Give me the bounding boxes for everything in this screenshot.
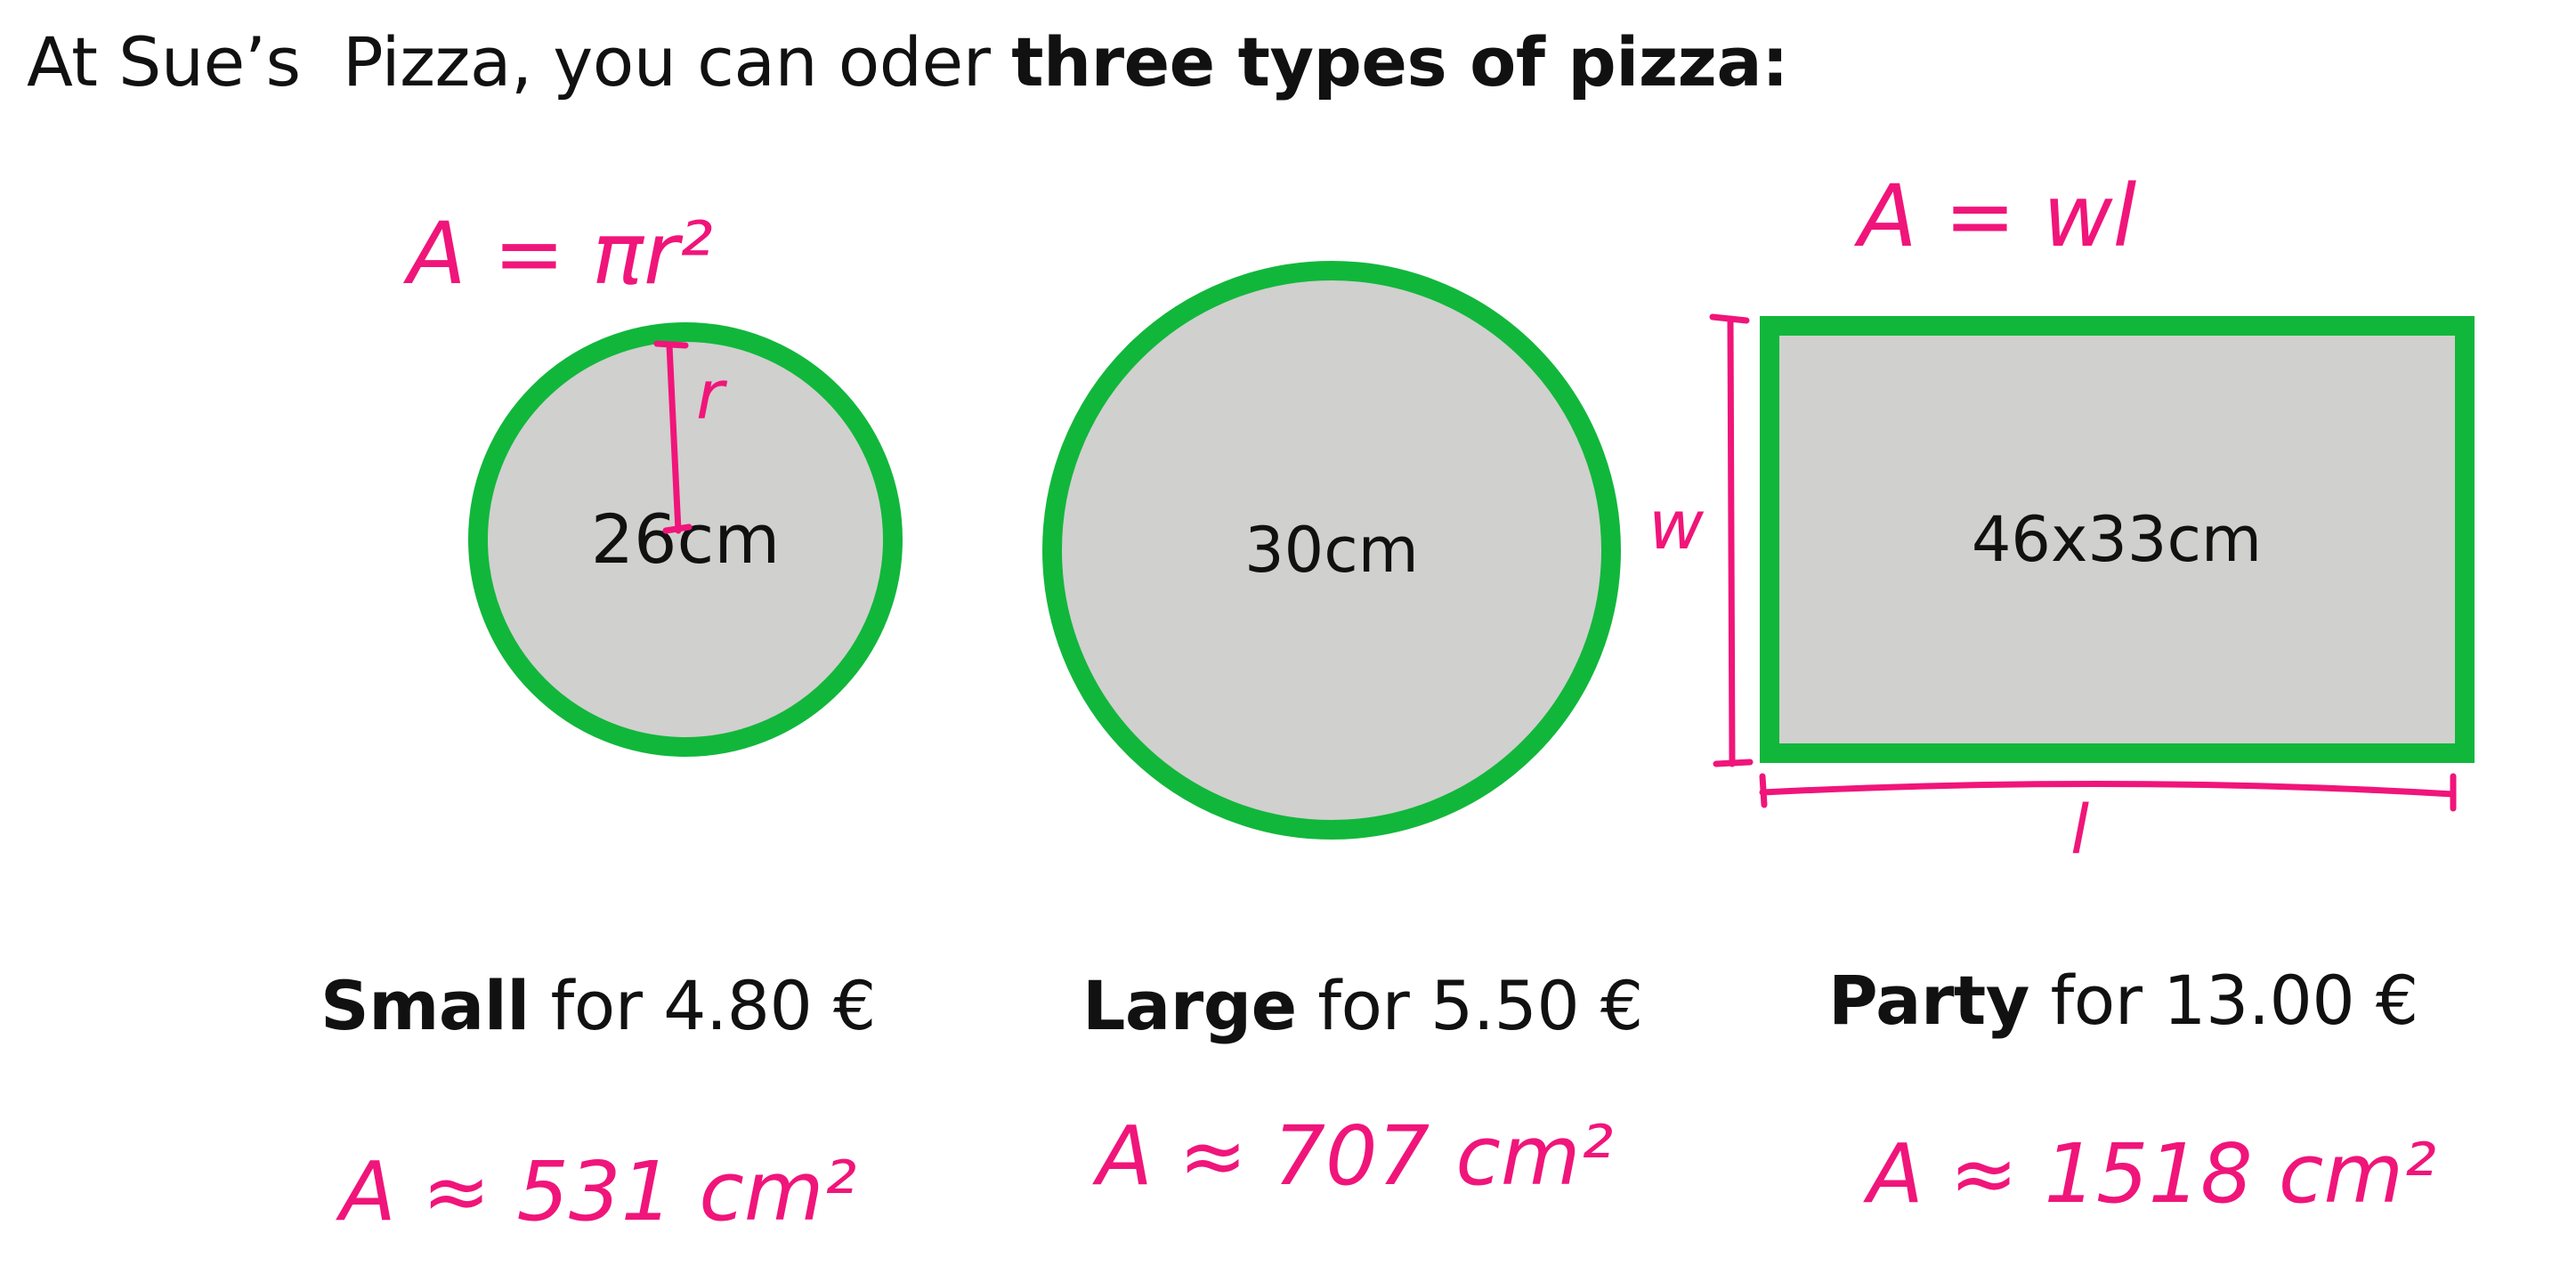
- width-bracket: [1727, 315, 1736, 767]
- party-pizza-name: Party: [1828, 961, 2029, 1040]
- radius-label: r: [696, 355, 728, 434]
- small-area-note: A ≈ 531 cm²: [336, 1144, 856, 1239]
- small-pizza-price: Small for 4.80 €: [320, 962, 876, 1051]
- small-pizza-price-text: for 4.80 €: [529, 966, 876, 1045]
- party-area-note: A ≈ 1518 cm²: [1863, 1126, 2436, 1221]
- length-label: l: [2070, 790, 2089, 869]
- large-pizza-size-label: 30cm: [1244, 514, 1419, 587]
- heading-emphasis: three types of pizza:: [1011, 22, 1789, 101]
- party-pizza-size-label: 46x33cm: [1972, 503, 2262, 576]
- large-pizza-shape: [1042, 261, 1621, 840]
- rect-area-formula: A = wl: [1853, 166, 2137, 266]
- length-bracket: [1759, 780, 2457, 798]
- large-pizza-name: Large: [1082, 966, 1297, 1045]
- party-pizza-price-text: for 13.00 €: [2029, 961, 2418, 1040]
- radius-line: [666, 342, 682, 534]
- large-pizza-price: Large for 5.50 €: [1082, 962, 1643, 1051]
- small-pizza-shape: [468, 322, 903, 757]
- small-pizza-name: Small: [320, 966, 530, 1045]
- circle-area-formula: A = πr²: [402, 204, 713, 304]
- large-area-note: A ≈ 707 cm²: [1092, 1108, 1613, 1204]
- large-pizza-price-text: for 5.50 €: [1296, 966, 1643, 1045]
- width-label: w: [1648, 485, 1705, 564]
- page-heading: At Sue’s Pizza, you can oder three types…: [27, 18, 1789, 107]
- party-pizza-shape: [1760, 316, 2475, 763]
- handwritten-annotations: [653, 313, 2457, 812]
- party-pizza-price: Party for 13.00 €: [1828, 956, 2418, 1045]
- small-pizza-size-label: 26cm: [591, 499, 781, 579]
- heading-prefix: At Sue’s Pizza, you can oder: [27, 22, 1012, 101]
